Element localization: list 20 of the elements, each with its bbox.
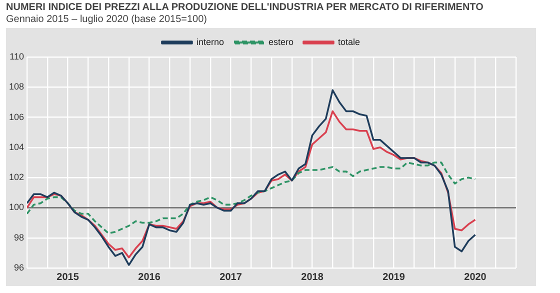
x-tick-label: 2015 [56,272,80,283]
y-tick-label: 106 [8,112,24,122]
line-series [27,162,476,234]
legend-label: estero [268,36,294,47]
y-tick-label: 110 [10,51,24,62]
x-tick-label: 2017 [220,272,242,283]
x-tick-label: 2019 [382,272,406,283]
y-tick-label: 96 [14,262,24,272]
legend-label: interno [196,36,224,47]
chart-subtitle: Gennaio 2015 – luglio 2020 (base 2015=100) [6,14,208,25]
x-tick-label: 2018 [301,272,324,283]
y-tick-label: 100 [8,202,24,212]
chart-title: NUMERI INDICE DEI PREZZI ALLA PRODUZIONE DELL'INDUSTRIA PER MERCATO DI RIFERIMENTO [6,2,484,13]
legend-label: totale [338,36,360,47]
x-tick-label: 2020 [464,272,487,283]
y-tick-label: 108 [8,82,24,92]
y-tick-label: 104 [8,142,24,152]
y-tick-label: 102 [8,172,24,182]
x-tick-label: 2016 [138,272,161,283]
y-tick-label: 98 [14,232,24,242]
